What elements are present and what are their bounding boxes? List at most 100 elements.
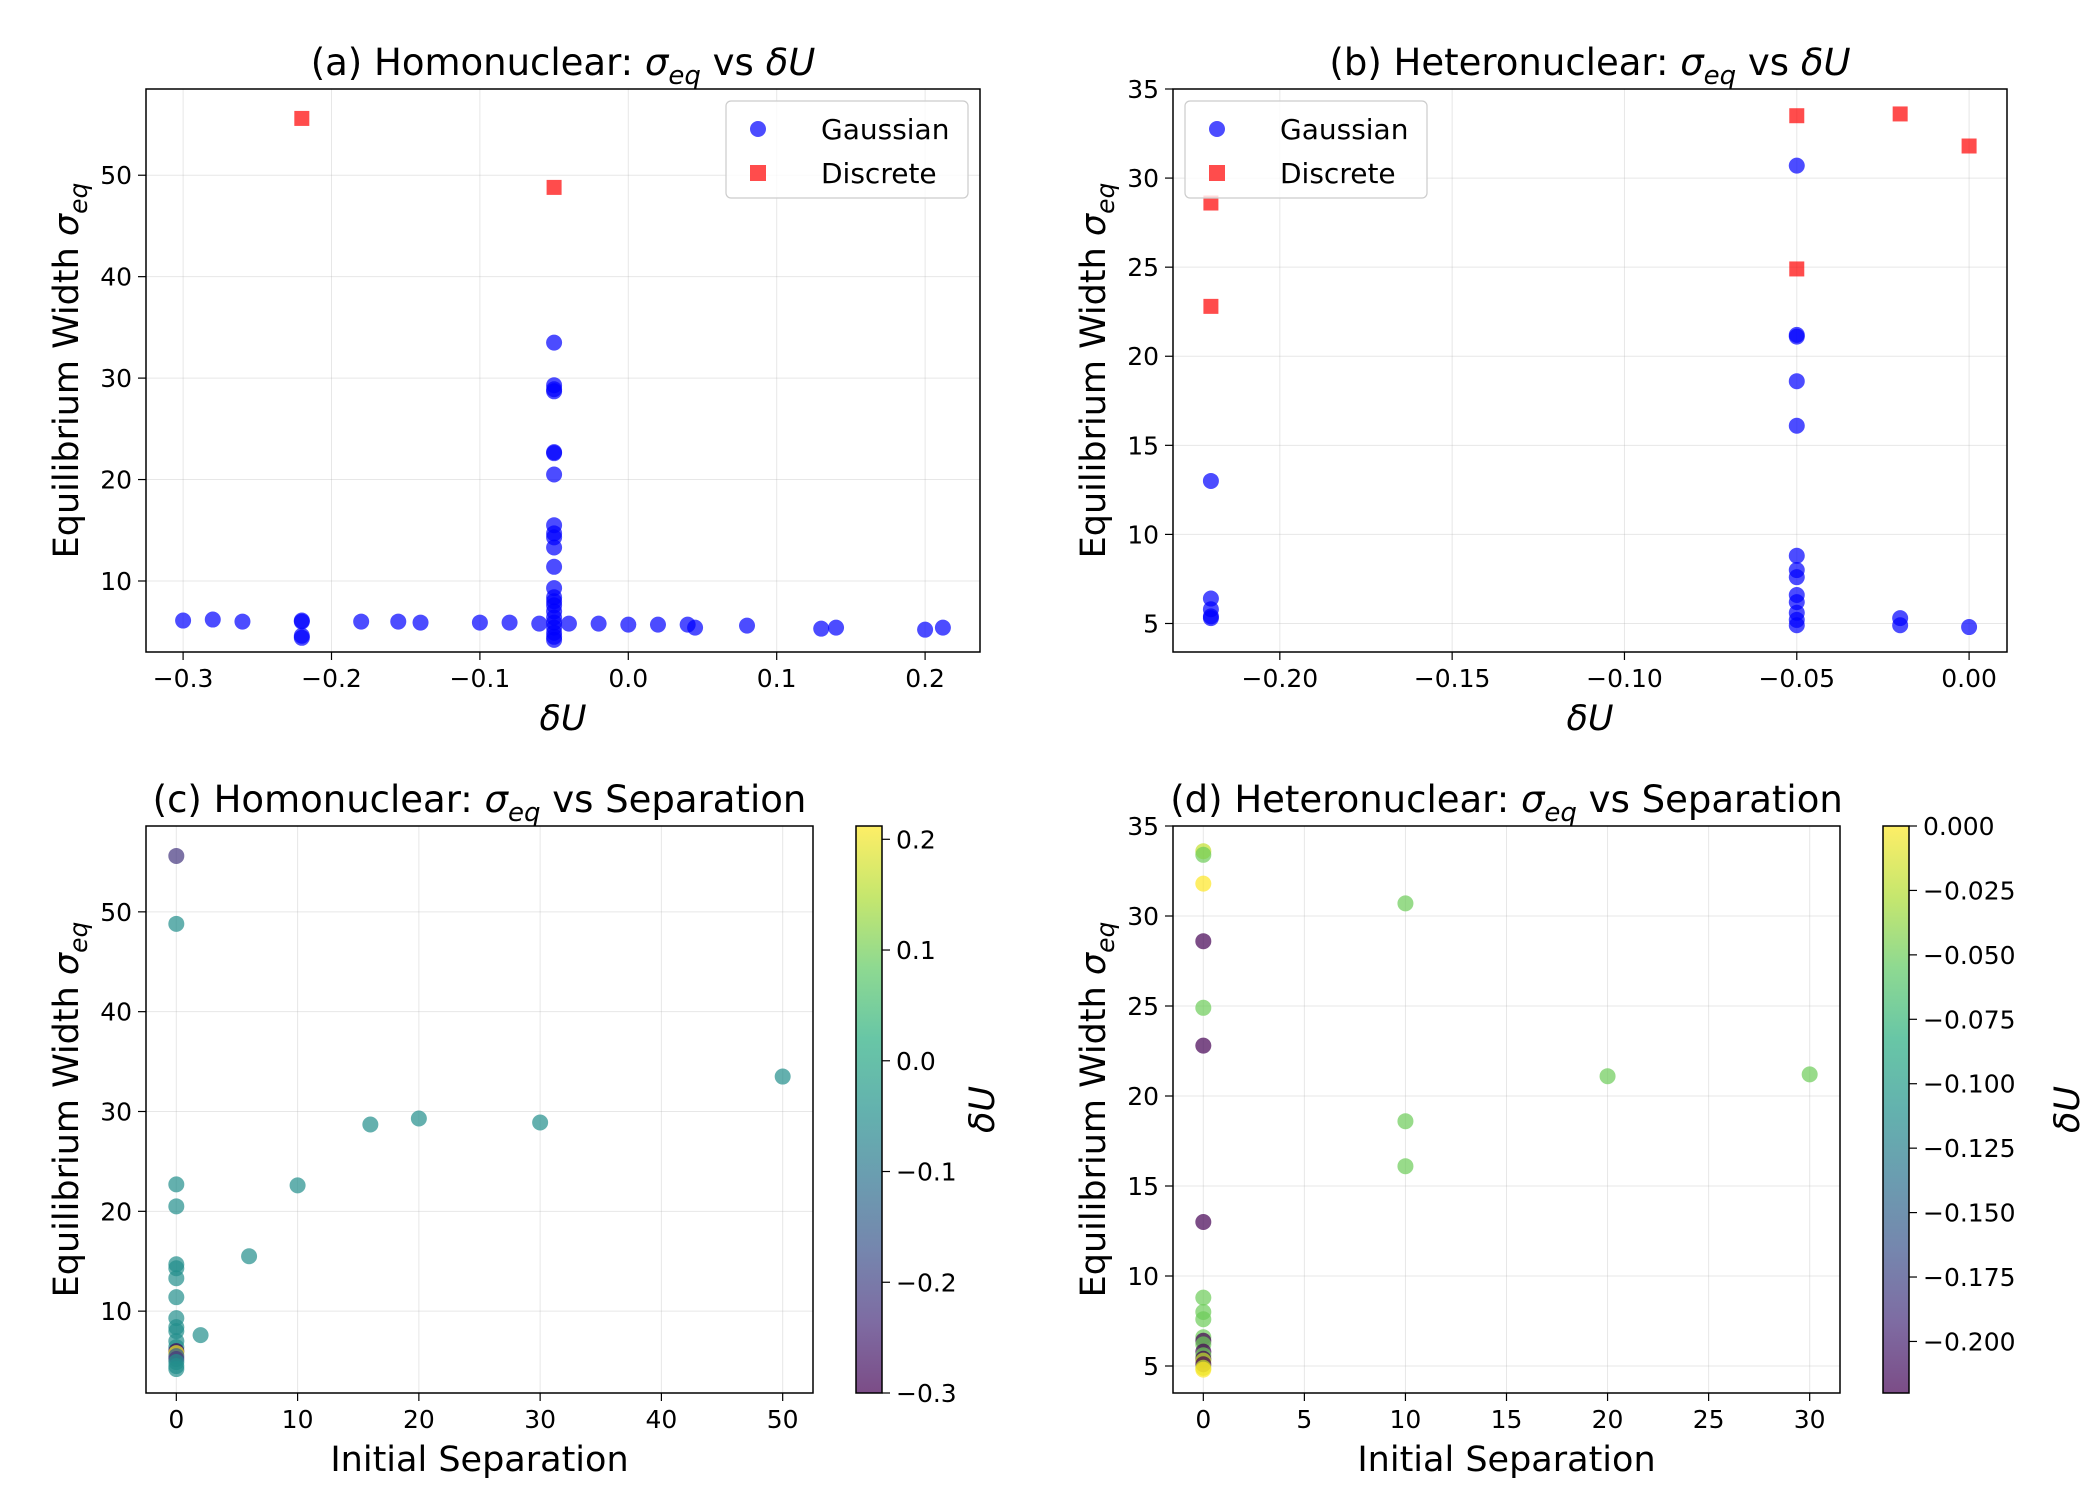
- gaussian-point: [293, 613, 310, 630]
- data-point: [1801, 1066, 1818, 1083]
- colorbar-tick-label: −0.075: [1923, 1005, 2016, 1034]
- gaussian-point: [1788, 569, 1805, 586]
- x-tick-label: 10: [282, 1405, 314, 1434]
- y-axis-label: Equilibrium Width σeq: [1074, 922, 1120, 1298]
- colorbar-tick-label: −0.025: [1923, 876, 2016, 905]
- data-point: [1195, 1361, 1212, 1378]
- y-tick-label: 50: [100, 161, 132, 190]
- y-tick-label: 30: [1127, 164, 1159, 193]
- x-tick-label: −0.10: [1586, 664, 1663, 693]
- gaussian-point: [546, 558, 563, 575]
- data-point: [410, 1110, 427, 1127]
- x-tick-label: 25: [1693, 1405, 1725, 1434]
- data-point: [1397, 1113, 1414, 1130]
- gaussian-point: [739, 617, 756, 634]
- data-point: [1195, 1037, 1212, 1054]
- y-tick-label: 15: [1127, 431, 1159, 460]
- discrete-point: [294, 110, 310, 126]
- gaussian-point: [590, 615, 607, 632]
- x-tick-label: 50: [767, 1405, 799, 1434]
- colorbar: −0.200 −0.175 −0.150 −0.125 −0.100 −0.075 −0.0…: [1882, 812, 2088, 1394]
- y-tick-label: 35: [1127, 812, 1159, 841]
- x-tick-label: 5: [1296, 1405, 1312, 1434]
- y-tick-label: 10: [1127, 1262, 1159, 1291]
- gaussian-point: [1202, 610, 1219, 627]
- gaussian-point: [546, 631, 563, 648]
- legend-box: [1184, 100, 1428, 199]
- data-point: [1195, 933, 1212, 950]
- discrete-point: [546, 179, 562, 195]
- gaussian-point: [546, 445, 563, 462]
- gaussian-point: [546, 466, 563, 483]
- axes-frame: [145, 88, 981, 653]
- axes-frame: [1172, 825, 1841, 1394]
- colorbar-tick-label: −0.3: [896, 1379, 957, 1408]
- data-point: [168, 1270, 185, 1287]
- panel-d: 0 5 10 15 20 25 30 5 10 15 20 25 30 35 (d) Heteronucle…: [1074, 778, 2088, 1480]
- gaussian-point: [1892, 617, 1909, 634]
- x-tick-label: 30: [1794, 1405, 1826, 1434]
- y-tick-label: 30: [1127, 902, 1159, 931]
- y-tick-label: 10: [100, 567, 132, 596]
- x-tick-label: 30: [524, 1405, 556, 1434]
- colorbar-tick-label: −0.050: [1923, 941, 2016, 970]
- colorbar-label: δU: [2048, 1086, 2088, 1133]
- y-tick-label: 20: [100, 1197, 132, 1226]
- x-tick-label: 20: [403, 1405, 435, 1434]
- data-point: [1397, 1158, 1414, 1175]
- data-point: [192, 1327, 209, 1344]
- gaussian-point: [813, 620, 830, 637]
- x-tick-label: 20: [1592, 1405, 1624, 1434]
- x-tick-label: 15: [1491, 1405, 1523, 1434]
- colorbar-frame: [855, 825, 883, 1394]
- gaussian-point: [560, 615, 577, 632]
- data-point: [168, 915, 185, 932]
- discrete-point: [1961, 138, 1977, 154]
- gaussian-point: [1788, 617, 1805, 634]
- x-axis-label: Initial Separation: [1357, 1440, 1655, 1480]
- legend-label-gaussian: Gaussian: [1280, 113, 1408, 146]
- y-tick-label: 5: [1143, 1352, 1159, 1381]
- legend: Gaussian Discrete: [725, 100, 969, 199]
- data-point: [241, 1248, 258, 1265]
- panel-title: (c) Homonuclear: σeq vs Separation: [153, 778, 807, 828]
- legend-marker-discrete: [750, 165, 766, 181]
- x-tick-label: 0: [1195, 1405, 1211, 1434]
- gaussian-point: [828, 619, 845, 636]
- gaussian-point: [1202, 472, 1219, 489]
- data-point: [1195, 875, 1212, 892]
- x-tick-label: 0.00: [1941, 664, 1997, 693]
- gaussian-point: [649, 616, 666, 633]
- data-point: [532, 1114, 549, 1131]
- panel-title: (b) Heteronuclear: σeq vs δU: [1329, 41, 1850, 91]
- data-point: [1397, 895, 1414, 912]
- data-point: [168, 1176, 185, 1193]
- colorbar-tick-label: −0.200: [1923, 1327, 2016, 1356]
- data-point: [1195, 846, 1212, 863]
- y-tick-label: 20: [1127, 1082, 1159, 1111]
- data-point: [774, 1068, 791, 1085]
- colorbar-tick-label: 0.0: [896, 1047, 936, 1076]
- y-tick-label: 15: [1127, 1172, 1159, 1201]
- gaussian-point: [204, 611, 221, 628]
- axes-frame: [145, 825, 814, 1394]
- gaussian-point: [546, 334, 563, 351]
- legend-label-gaussian: Gaussian: [821, 113, 949, 146]
- x-tick-label: 0.1: [757, 664, 797, 693]
- x-tick-label: 40: [646, 1405, 678, 1434]
- colorbar-tick-label: −0.1: [896, 1158, 957, 1187]
- gaussian-point: [1788, 157, 1805, 174]
- data-point: [1195, 1214, 1212, 1230]
- gaussian-point: [234, 613, 251, 630]
- gaussian-point: [1788, 328, 1805, 345]
- data-point: [1195, 999, 1212, 1016]
- y-axis-label: Equilibrium Width σeq: [47, 183, 93, 559]
- colorbar-tick-label: 0.1: [896, 936, 936, 965]
- y-tick-label: 10: [100, 1297, 132, 1326]
- colorbar-tick-label: −0.100: [1923, 1070, 2016, 1099]
- x-axis-label: δU: [539, 699, 586, 739]
- colorbar: −0.3 −0.2 −0.1 0.0 0.1 0.2 δU: [855, 825, 1003, 1408]
- legend-marker-gaussian: [1209, 121, 1225, 137]
- legend: Gaussian Discrete: [1184, 100, 1428, 199]
